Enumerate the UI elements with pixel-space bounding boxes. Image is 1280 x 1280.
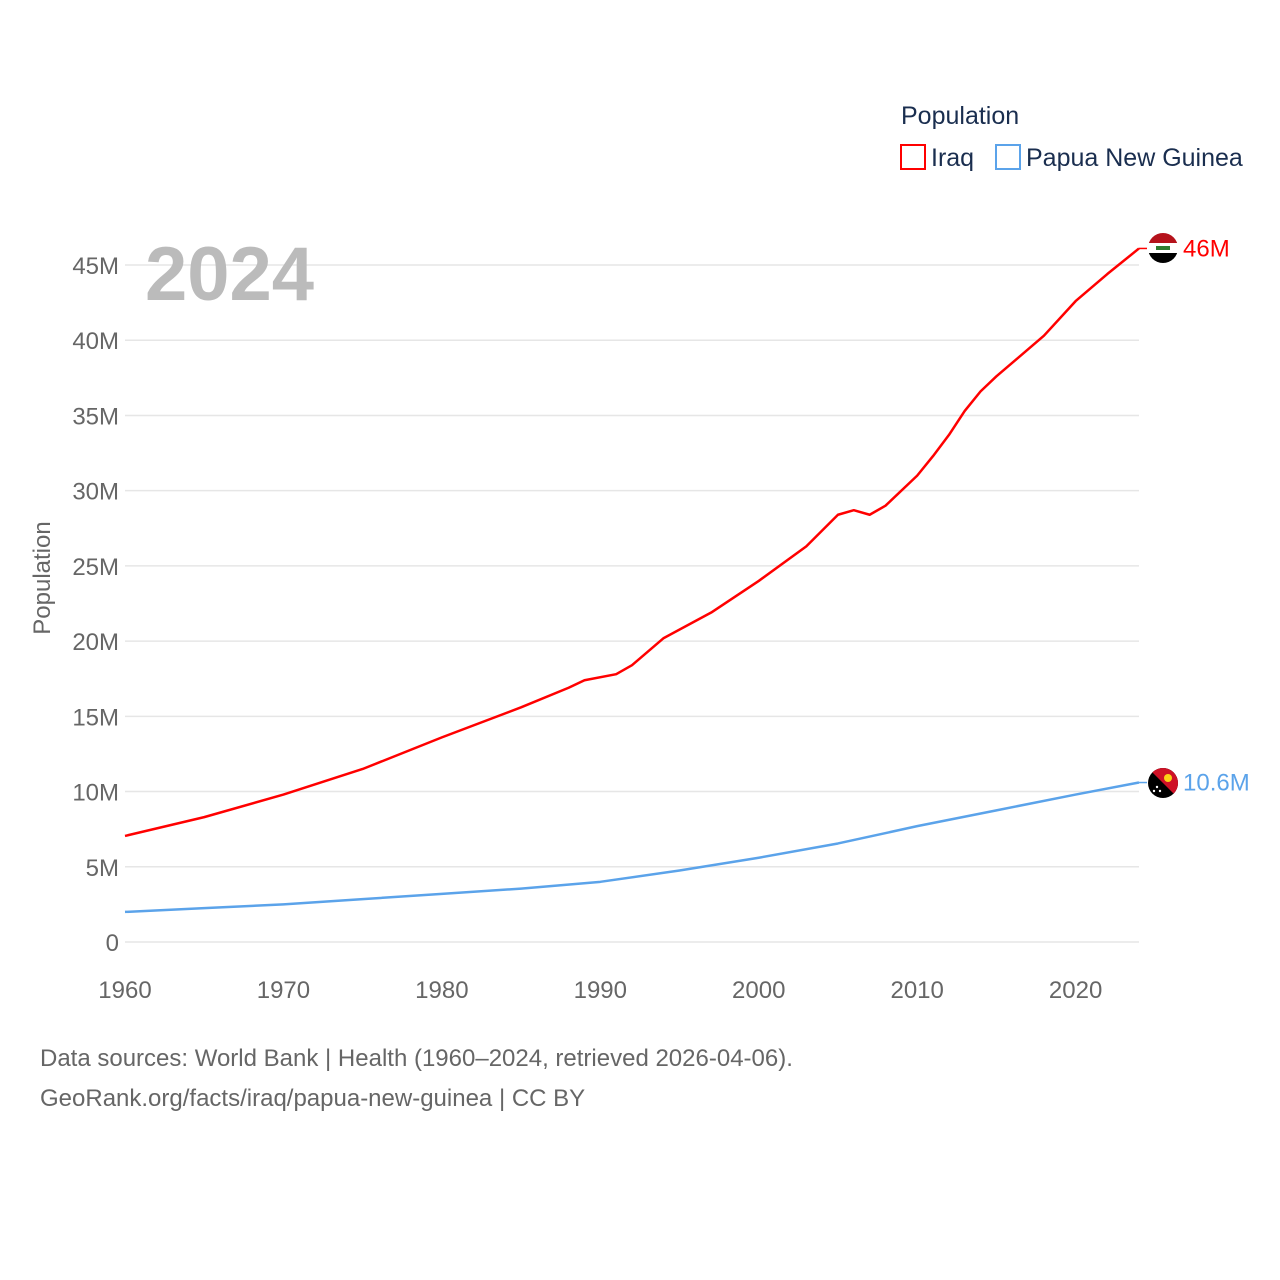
end-value-label: 46M bbox=[1183, 235, 1230, 262]
x-tick-label: 2010 bbox=[890, 977, 943, 1004]
y-tick-label: 10M bbox=[72, 780, 119, 807]
papua-new-guinea-flag bbox=[1148, 768, 1178, 798]
y-tick-label: 15M bbox=[72, 704, 119, 731]
legend-swatch-iraq[interactable] bbox=[900, 144, 926, 170]
x-tick-label: 1980 bbox=[415, 977, 468, 1004]
legend-title: Population bbox=[901, 102, 1019, 130]
legend-label-png[interactable]: Papua New Guinea bbox=[1026, 144, 1243, 172]
y-tick-label: 40M bbox=[72, 328, 119, 355]
y-tick-label: 20M bbox=[72, 629, 119, 656]
line-chart: 0 5M 10M 15M 20M 25M 30M 35M 40M 45M 1960 1970 1980 1… bbox=[29, 102, 1250, 1004]
series-line-iraq[interactable] bbox=[124, 247, 1140, 838]
legend: Population Iraq Papua New Guinea bbox=[900, 102, 1243, 172]
footer-attribution[interactable]: GeoRank.org/facts/iraq/papua-new-guinea … bbox=[40, 1085, 586, 1112]
y-axis-title: Population bbox=[29, 521, 56, 634]
x-tick-label: 1960 bbox=[98, 977, 151, 1004]
iraq-flag bbox=[1148, 233, 1178, 263]
legend-label-iraq[interactable]: Iraq bbox=[931, 144, 974, 172]
y-tick-label: 45M bbox=[72, 253, 119, 280]
x-tick-label: 2020 bbox=[1049, 977, 1102, 1004]
y-tick-label: 0 bbox=[106, 930, 119, 957]
legend-swatch-png[interactable] bbox=[995, 144, 1021, 170]
y-tick-label: 35M bbox=[72, 403, 119, 430]
y-tick-label: 5M bbox=[86, 855, 119, 882]
end-value-label: 10.6M bbox=[1183, 770, 1250, 797]
y-tick-label: 30M bbox=[72, 479, 119, 506]
x-tick-label: 1970 bbox=[257, 977, 310, 1004]
y-tick-label: 25M bbox=[72, 554, 119, 581]
year-label: 2024 bbox=[145, 232, 314, 317]
series-line-papua-new-guinea[interactable] bbox=[124, 781, 1140, 914]
footer-sources: Data sources: World Bank | Health (1960–… bbox=[40, 1045, 793, 1072]
x-tick-label: 2000 bbox=[732, 977, 785, 1004]
x-tick-label: 1990 bbox=[574, 977, 627, 1004]
